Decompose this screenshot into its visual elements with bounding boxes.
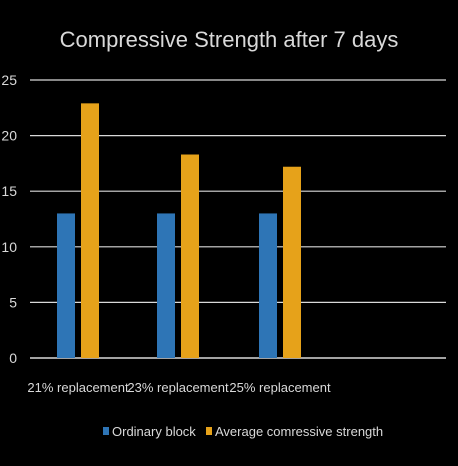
y-tick-label: 10	[1, 239, 17, 255]
gridlines	[30, 79, 446, 359]
bar-average-strength	[283, 166, 301, 358]
legend-swatch-ordinary-block	[103, 427, 109, 435]
legend-label: Ordinary block	[112, 424, 196, 439]
y-tick-label: 20	[1, 128, 17, 144]
legend-swatch-average-strength	[206, 427, 212, 435]
bar-ordinary-block	[157, 213, 175, 358]
x-category-label: 25% replacement	[229, 380, 331, 395]
y-tick-label: 0	[9, 350, 17, 366]
y-tick-label: 25	[1, 72, 17, 88]
y-axis-tick-labels: 0 5 10 15 20 25	[1, 72, 17, 366]
y-tick-label: 5	[9, 294, 17, 310]
bar-ordinary-block	[57, 213, 75, 358]
chart-title: Compressive Strength after 7 days	[60, 27, 399, 52]
y-tick-label: 15	[1, 183, 17, 199]
x-category-label: 23% replacement	[127, 380, 229, 395]
x-category-label: 21% replacement	[27, 380, 129, 395]
bar-average-strength	[81, 103, 99, 359]
legend-label: Average comressive strength	[215, 424, 383, 439]
bar-average-strength	[181, 154, 199, 358]
bars	[57, 103, 301, 359]
bar-ordinary-block	[259, 213, 277, 358]
legend: Ordinary block Average comressive strengt…	[103, 424, 383, 439]
